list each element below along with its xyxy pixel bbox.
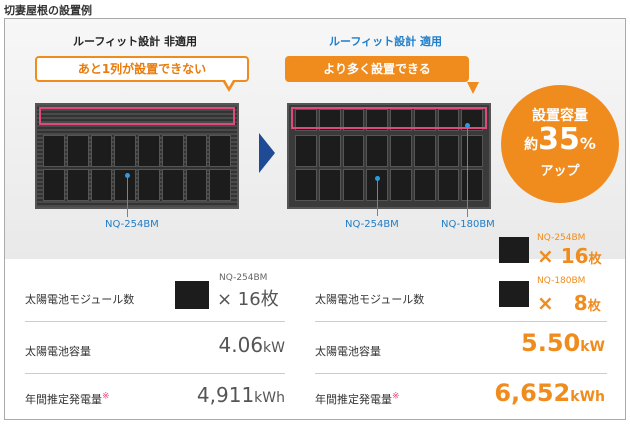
solar-panel <box>66 169 89 201</box>
right-modules-label: 太陽電池モジュール数 <box>315 293 425 306</box>
right-panel-grid <box>295 135 483 201</box>
right-annual-label: 年間推定発電量※ <box>315 391 400 406</box>
right-highlight <box>291 107 487 129</box>
solar-panel <box>461 169 483 201</box>
solar-panel <box>413 109 436 131</box>
solar-panel <box>342 109 365 131</box>
solar-panel <box>114 169 136 201</box>
left-title: ルーフィット設計 非適用 <box>73 35 197 48</box>
left-capacity-value: 4.06kW <box>218 333 285 357</box>
right-model-a: NQ-254BM <box>537 233 586 243</box>
left-annual-value: 4,911kWh <box>196 383 285 407</box>
right-roof <box>287 103 491 209</box>
solar-panel <box>318 135 341 167</box>
solar-panel <box>90 135 113 167</box>
solar-panel <box>161 135 184 167</box>
solar-panel <box>43 135 65 167</box>
solar-panel <box>413 169 436 201</box>
right-panel-label-b: NQ-180BM <box>441 219 495 230</box>
solar-panel <box>295 109 317 131</box>
badge-number: 35 <box>538 122 580 157</box>
right-count-b: × 8枚 <box>537 291 601 315</box>
left-highlight <box>39 107 235 125</box>
right-bubble: より多く設置できる <box>285 56 469 82</box>
right-marker-line-a <box>377 180 378 216</box>
right-panel-label-a: NQ-254BM <box>345 219 399 230</box>
module-swatch-180-right <box>499 281 529 307</box>
solar-panel <box>437 169 460 201</box>
solar-panel <box>318 109 341 131</box>
badge-line1: 設置容量 <box>532 108 588 124</box>
solar-panel <box>161 169 184 201</box>
solar-panel <box>295 135 317 167</box>
solar-panel <box>295 169 317 201</box>
left-bubble: あと1列が設置できない <box>35 56 249 82</box>
capacity-up-badge: 設置容量 約35% アップ <box>501 85 619 203</box>
solar-panel <box>185 169 208 201</box>
right-model-b: NQ-180BM <box>537 276 586 286</box>
comparison-frame: ルーフィット設計 非適用 あと1列が設置できない NQ-254BM ルーフィット… <box>4 18 626 420</box>
solar-panel <box>437 135 460 167</box>
right-top-row <box>295 109 483 131</box>
arrow-right-icon <box>259 133 275 173</box>
left-bubble-tail <box>223 80 235 92</box>
right-capacity-label: 太陽電池容量 <box>315 345 381 358</box>
left-panel-label: NQ-254BM <box>105 219 159 230</box>
divider <box>25 321 285 322</box>
solar-panel <box>90 169 113 201</box>
solar-panel <box>413 135 436 167</box>
solar-panel <box>209 135 231 167</box>
solar-panel <box>318 169 341 201</box>
right-annual-value: 6,652kWh <box>494 379 605 407</box>
right-count-a: × 16枚 <box>537 244 602 268</box>
solar-panel <box>390 109 412 131</box>
left-modules-label: 太陽電池モジュール数 <box>25 293 135 306</box>
solar-panel <box>66 135 89 167</box>
left-annual-label: 年間推定発電量※ <box>25 391 110 406</box>
solar-panel <box>138 135 160 167</box>
left-panel-grid <box>43 135 231 201</box>
solar-panel <box>390 169 412 201</box>
module-swatch-254-left <box>175 281 209 309</box>
left-marker-line <box>127 177 128 217</box>
right-marker-dot-b <box>465 123 470 128</box>
page-title: 切妻屋根の設置例 <box>4 4 92 17</box>
solar-panel <box>114 135 136 167</box>
right-marker-dot-a <box>375 176 380 181</box>
solar-panel <box>390 135 412 167</box>
badge-line3: アップ <box>540 164 580 179</box>
solar-panel <box>138 169 160 201</box>
solar-panel <box>366 135 388 167</box>
divider <box>315 321 607 322</box>
right-capacity-value: 5.50kW <box>521 329 605 357</box>
solar-panel <box>342 135 365 167</box>
solar-panel <box>43 169 65 201</box>
badge-prefix: 約 <box>524 137 539 153</box>
badge-percent: % <box>579 134 596 153</box>
left-roof <box>35 103 239 209</box>
left-model: NQ-254BM <box>219 273 268 283</box>
solar-panel <box>461 135 483 167</box>
divider <box>25 373 285 374</box>
left-marker-dot <box>125 173 130 178</box>
right-marker-line-b <box>467 127 468 217</box>
left-count: × 16枚 <box>217 289 279 310</box>
right-title: ルーフィット設計 適用 <box>329 35 442 48</box>
solar-panel <box>209 169 231 201</box>
solar-panel <box>342 169 365 201</box>
left-capacity-label: 太陽電池容量 <box>25 345 91 358</box>
solar-panel <box>366 109 388 131</box>
module-swatch-254-right <box>499 237 529 263</box>
divider <box>315 373 607 374</box>
solar-panel <box>437 109 460 131</box>
right-bubble-tail <box>467 82 479 94</box>
solar-panel <box>185 135 208 167</box>
